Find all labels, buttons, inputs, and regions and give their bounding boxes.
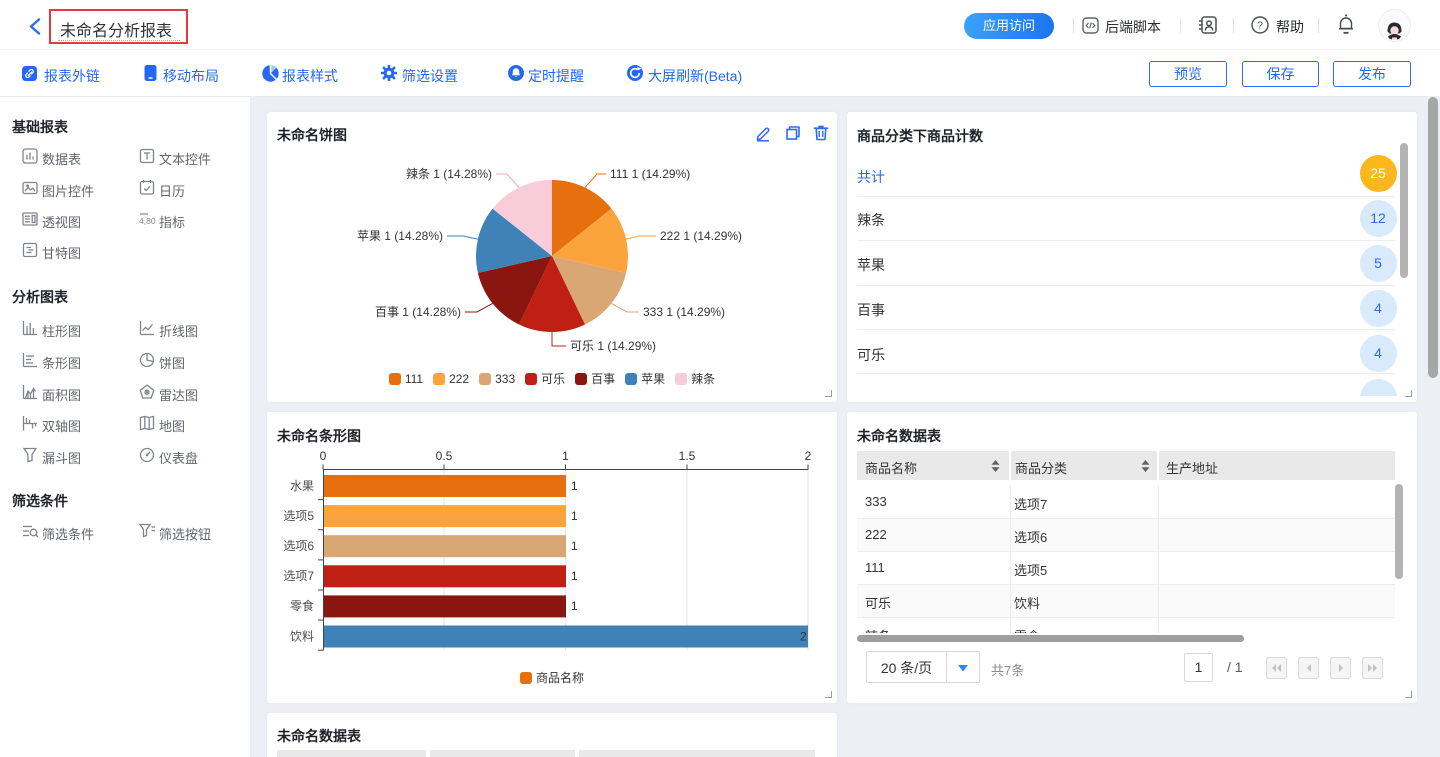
svg-text:333 1 (14.29%): 333 1 (14.29%) (643, 305, 725, 319)
svg-text:零食: 零食 (290, 598, 314, 613)
svg-text:1: 1 (571, 479, 578, 493)
svg-text:2: 2 (805, 449, 812, 463)
svg-text:222 1 (14.29%): 222 1 (14.29%) (660, 229, 742, 243)
svg-text:1: 1 (562, 449, 569, 463)
svg-text:百事 1 (14.28%): 百事 1 (14.28%) (375, 305, 461, 319)
svg-text:选项5: 选项5 (283, 509, 314, 523)
svg-text:选项6: 选项6 (283, 539, 314, 553)
svg-text:?: ? (1257, 20, 1263, 32)
svg-text:苹果 1 (14.28%): 苹果 1 (14.28%) (357, 229, 443, 243)
svg-text:0.5: 0.5 (436, 449, 453, 463)
svg-text:水果: 水果 (290, 479, 314, 493)
svg-text:1: 1 (571, 539, 578, 553)
svg-text:1: 1 (571, 509, 578, 523)
svg-text:1: 1 (571, 569, 578, 583)
svg-text:111 1 (14.29%): 111 1 (14.29%) (610, 167, 690, 181)
svg-text:可乐 1 (14.29%): 可乐 1 (14.29%) (570, 339, 656, 353)
svg-text:选项7: 选项7 (283, 569, 314, 583)
svg-text:2: 2 (800, 630, 807, 644)
svg-text:1: 1 (571, 599, 578, 613)
svg-text:辣条 1 (14.28%): 辣条 1 (14.28%) (406, 167, 492, 181)
svg-text:1.5: 1.5 (679, 449, 696, 463)
svg-text:4,80: 4,80 (139, 216, 156, 226)
svg-text:饮料: 饮料 (290, 630, 314, 644)
svg-text:0: 0 (320, 449, 327, 463)
